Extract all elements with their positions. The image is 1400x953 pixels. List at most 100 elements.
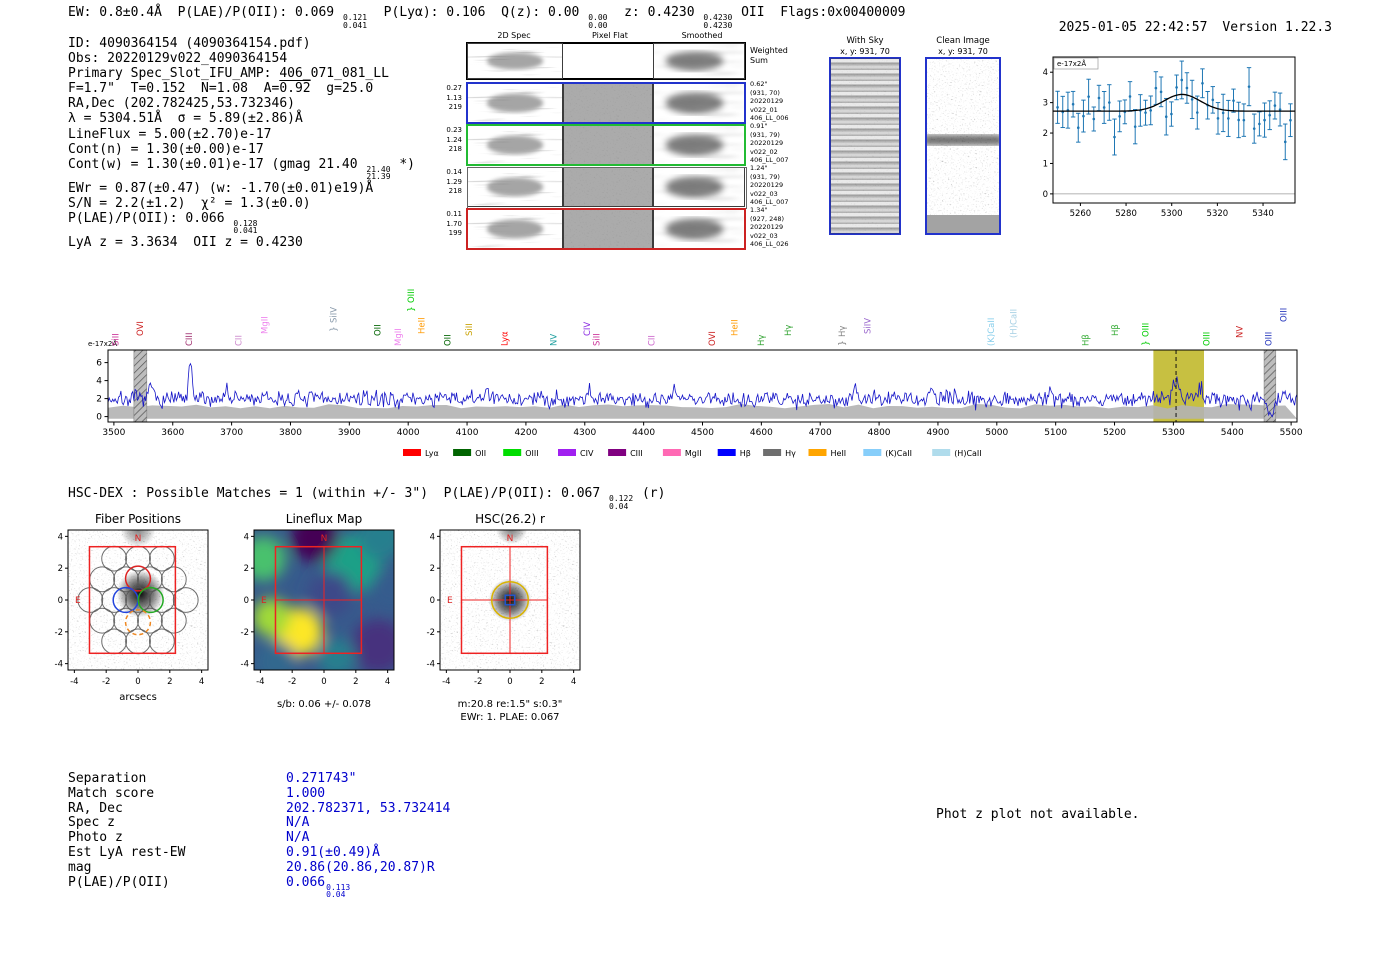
svg-text:(K)CaII: (K)CaII: [885, 449, 912, 458]
stacked-fraction: 0.122 0.04: [609, 494, 634, 511]
svg-text:4: 4: [58, 532, 63, 542]
svg-text:4900: 4900: [926, 428, 949, 438]
svg-text:N: N: [507, 534, 514, 544]
svg-text:4: 4: [96, 377, 102, 387]
spec2d-col-header: 2D Spec: [497, 31, 531, 40]
full-spectrum-plot: 3500 3600 3700 3800 3900 4000 4100 4200 4300 4400…: [88, 289, 1303, 458]
svg-text:4600: 4600: [750, 428, 773, 438]
svg-text:SiII: SiII: [112, 333, 122, 346]
spec2d-col-header: Pixel Flat: [592, 31, 628, 40]
svg-text:HeII: HeII: [730, 319, 740, 336]
svg-text:3700: 3700: [220, 428, 243, 438]
svg-text:5300: 5300: [1161, 209, 1183, 219]
svg-text:-2: -2: [55, 628, 63, 638]
stacked-fraction: 0.121 0.041: [342, 13, 368, 30]
svg-text:0: 0: [135, 677, 140, 687]
fiber-positions-title: Fiber Positions: [94, 512, 182, 526]
withsky-image: [829, 57, 901, 235]
withsky-title: With Sky: [846, 36, 884, 46]
svg-text:2: 2: [244, 564, 249, 574]
svg-text:5320: 5320: [1207, 209, 1229, 219]
svg-text:arcsecs: arcsecs: [119, 692, 157, 703]
svg-text:OII: OII: [444, 334, 454, 346]
svg-text:4: 4: [430, 532, 435, 542]
svg-text:}: }: [1142, 340, 1152, 346]
fiber-positions-cutout: -4 -4 -2 -2 0 0 2 2 4 4 arcsecs N E: [55, 529, 209, 703]
spec2d-weighted-label: Weighted Sum: [750, 46, 788, 65]
match-table-row: mag 20.86(20.86,20.87)R: [68, 859, 450, 876]
spec2d-strip-smooth: [653, 83, 745, 123]
info-line: Cont(w) = 1.30(±0.01)e-17 (gmag 21.40 21…: [68, 156, 415, 182]
match-table-row: Match score 1.000: [68, 785, 450, 802]
spec2d-strip-streak: [467, 167, 563, 207]
spec2d-strip-smooth: [653, 125, 745, 165]
svg-text:2: 2: [1043, 129, 1048, 139]
svg-text:MgII: MgII: [394, 328, 404, 346]
spec2d-row-left-label: 0.23 1.24 218: [446, 126, 462, 153]
svg-text:-4: -4: [241, 660, 249, 670]
svg-text:5340: 5340: [1252, 209, 1274, 219]
svg-text:OVI: OVI: [708, 331, 718, 346]
svg-text:-4: -4: [256, 677, 264, 687]
svg-text:-2: -2: [474, 677, 482, 687]
svg-text:4: 4: [199, 677, 204, 687]
report-timestamp: 2025-01-05 22:42:57: [1058, 20, 1208, 35]
spec2d-col-header: Smoothed: [681, 31, 723, 40]
svg-text:5300: 5300: [1162, 428, 1185, 438]
svg-text:1: 1: [1043, 159, 1048, 169]
withsky-coords: x, y: 931, 70: [840, 47, 890, 56]
spec2d-strip-streak: [467, 125, 563, 165]
svg-text:0: 0: [430, 596, 435, 606]
info-line: LineFlux = 5.00(±2.70)e-17: [68, 126, 272, 142]
match-row-label: Photo z: [68, 830, 123, 846]
svg-text:OVI: OVI: [136, 321, 146, 336]
svg-text:3600: 3600: [161, 428, 184, 438]
spec2d-weighted-box: [466, 42, 746, 80]
detection-info: ID: 4090364154 (4090364154.pdf) Obs: 2022…: [68, 36, 415, 250]
match-row-label: Match score: [68, 785, 155, 801]
spec2d-row-left-label: 0.14 1.29 218: [446, 168, 462, 195]
svg-text:-4: -4: [70, 677, 78, 687]
svg-text:4: 4: [1043, 68, 1048, 78]
svg-text:4400: 4400: [632, 428, 655, 438]
match-row-value: 20.86(20.86,20.87)R: [286, 859, 435, 875]
svg-text:4700: 4700: [809, 428, 832, 438]
match-table-row: Separation 0.271743": [68, 771, 450, 787]
clean-image-noise: [927, 59, 999, 233]
svg-text:3800: 3800: [279, 428, 302, 438]
match-table-row: Photo z N/A: [68, 830, 450, 846]
svg-text:2: 2: [353, 677, 358, 687]
svg-text:4: 4: [244, 532, 249, 542]
svg-text:OIII: OIII: [525, 449, 538, 458]
lineflux-caption: s/b: 0.06 +/- 0.078: [276, 699, 372, 710]
svg-text:Hγ: Hγ: [785, 449, 796, 458]
svg-text:HeII: HeII: [418, 317, 428, 334]
line-fit-plot: 5260 5280 5300 5320 5340 0 1 2 3 4 e-17x2Å: [1043, 56, 1296, 219]
svg-text:3: 3: [1043, 99, 1048, 109]
svg-text:-2: -2: [427, 628, 435, 638]
svg-text:OIII: OIII: [1142, 323, 1152, 337]
lineflux-map-title: Lineflux Map: [285, 512, 363, 526]
svg-text:0: 0: [321, 677, 326, 687]
svg-text:2: 2: [58, 564, 63, 574]
svg-text:NV: NV: [550, 334, 560, 346]
svg-text:0: 0: [507, 677, 512, 687]
svg-text:4300: 4300: [573, 428, 596, 438]
match-row-value: 0.91(±0.49)Å: [286, 844, 380, 860]
hsc-caption-1: m:20.8 re:1.5" s:0.3": [457, 699, 563, 710]
svg-text:0: 0: [1043, 190, 1048, 200]
svg-text:Hβ: Hβ: [740, 449, 751, 458]
hsc-image-cutout: -4 -4 -2 -2 0 0 2 2 4 4 N E: [427, 529, 581, 687]
svg-text:E: E: [447, 596, 453, 606]
svg-text:Hβ: Hβ: [1082, 334, 1092, 346]
match-row-label: mag: [68, 859, 92, 875]
svg-text:e-17x2Å: e-17x2Å: [1057, 59, 1086, 68]
spec2d-strip-smooth: [653, 43, 745, 79]
stacked-fraction: 0.00 0.00: [588, 13, 608, 30]
catalog-match-table: Separation 0.271743" Match score 1.000 RA, D…: [68, 771, 450, 899]
svg-text:CII: CII: [235, 335, 245, 346]
svg-text:-2: -2: [241, 628, 249, 638]
svg-text:5260: 5260: [1070, 209, 1092, 219]
svg-text:4500: 4500: [691, 428, 714, 438]
svg-text:5100: 5100: [1044, 428, 1067, 438]
